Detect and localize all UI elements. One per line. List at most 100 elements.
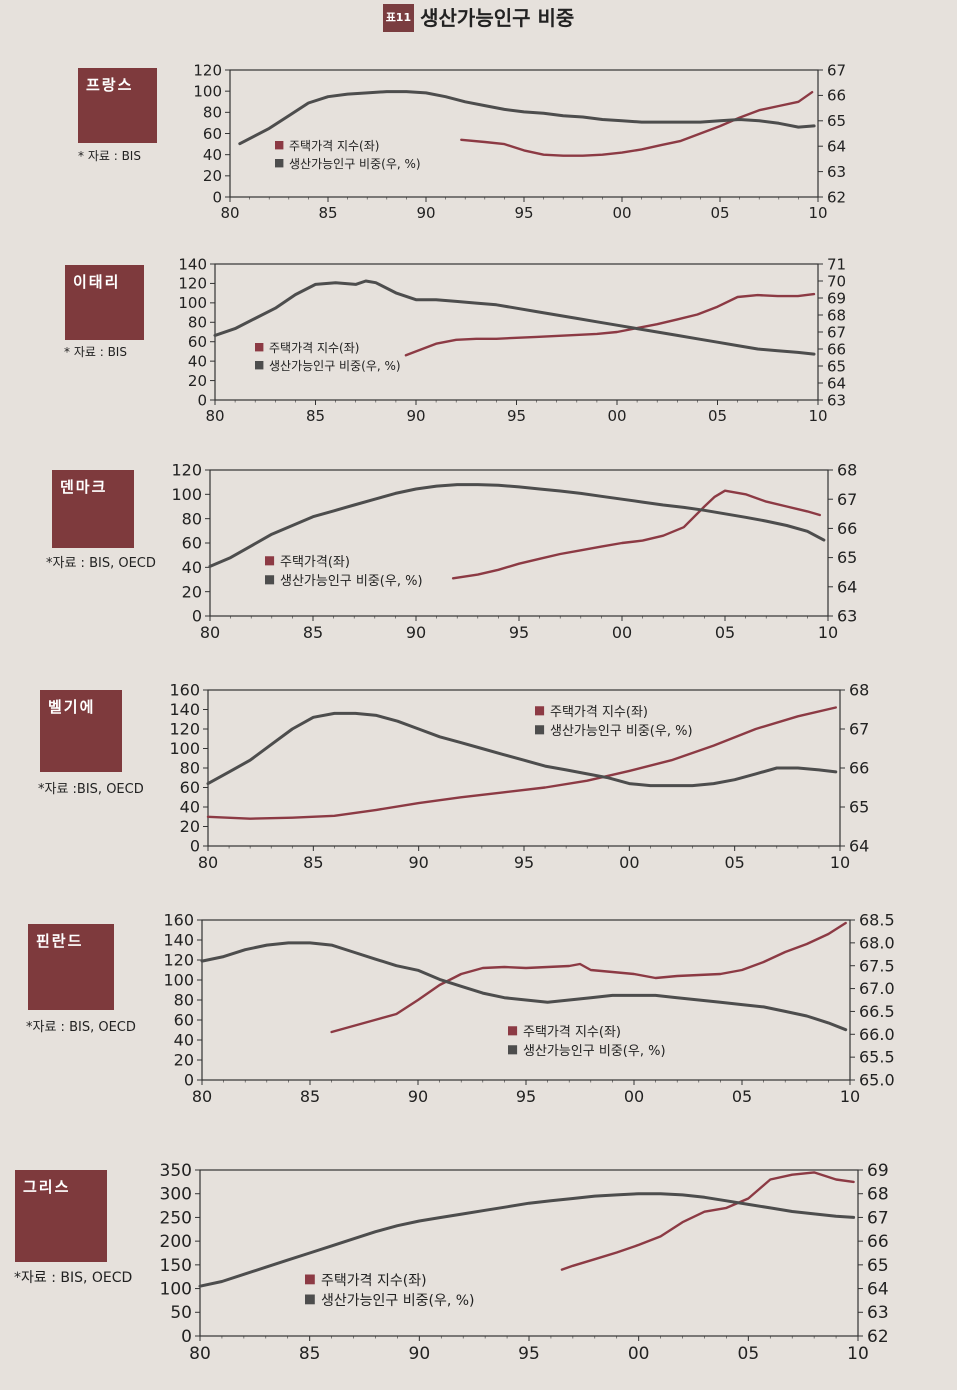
y-left-tick-label: 100 [178,294,207,312]
legend-swatch [535,725,545,735]
y-left-tick-label: 20 [188,372,207,390]
y-right-tick-label: 67 [867,1208,889,1228]
y-left-tick-label: 100 [171,485,202,504]
house-price-line [460,90,814,157]
x-tick-label: 90 [408,853,428,872]
x-tick-label: 05 [732,1087,752,1106]
x-tick-label: 05 [708,407,727,425]
y-left-tick-label: 50 [170,1303,192,1323]
y-left-tick-label: 0 [190,837,200,856]
x-tick-label: 00 [628,1344,650,1364]
legend-label: 주택가격 지수(좌) [550,705,648,720]
x-tick-label: 00 [607,407,626,425]
y-left-tick-label: 100 [193,82,222,100]
y-left-tick-label: 60 [174,1011,194,1030]
y-left-tick-label: 120 [163,951,194,970]
legend-swatch [275,159,284,168]
x-tick-label: 90 [409,1344,431,1364]
source-note: *자료 : BIS, OECD [26,1020,136,1035]
legend-swatch [305,1274,315,1285]
y-left-tick-label: 0 [212,188,222,206]
y-left-tick-label: 100 [163,971,194,990]
y-right-tick-label: 67 [849,720,869,739]
legend-swatch [535,706,545,716]
country-label: 이태리 [73,273,121,291]
x-tick-label: 95 [509,623,529,642]
x-tick-label: 80 [189,1344,211,1364]
y-right-tick-label: 63 [827,163,846,181]
y-right-tick-label: 65 [867,1256,889,1276]
y-right-tick-label: 66 [837,519,857,538]
x-tick-label: 80 [192,1087,212,1106]
legend-label: 생산가능인구 비중(우, %) [321,1293,475,1309]
x-tick-label: 10 [818,623,838,642]
source-note: *자료 :BIS, OECD [38,782,144,797]
y-right-tick-label: 62 [867,1327,889,1347]
country-box-belgium: 벨기에 [40,690,122,772]
x-tick-label: 10 [808,204,827,222]
legend-label: 생산가능인구 비중(우, %) [280,574,423,589]
y-left-tick-label: 80 [203,104,222,122]
y-left-tick-label: 60 [180,778,200,797]
x-tick-label: 90 [406,407,425,425]
y-left-tick-label: 140 [163,931,194,950]
y-left-tick-label: 20 [180,817,200,836]
y-right-tick-label: 67 [837,490,857,509]
country-box-denmark: 덴마크 [52,470,134,548]
legend-label: 주택가격 지수(좌) [269,341,359,355]
source-note: *자료 : BIS, OECD [14,1270,133,1286]
y-left-tick-label: 40 [203,146,222,164]
y-right-tick-label: 67 [827,323,846,341]
x-tick-label: 95 [507,407,526,425]
legend-swatch [265,575,275,585]
country-label: 프랑스 [86,76,134,94]
y-left-tick-label: 200 [160,1232,192,1252]
x-tick-label: 95 [514,204,533,222]
y-left-tick-label: 120 [169,720,200,739]
working-age-pop-line [213,279,816,356]
legend-swatch [255,343,264,352]
legend-swatch [508,1026,518,1036]
y-left-tick-label: 80 [182,509,202,528]
x-tick-label: 95 [514,853,534,872]
y-left-tick-label: 60 [182,534,202,553]
y-left-tick-label: 100 [160,1280,192,1300]
country-box-greece: 그리스 [15,1170,107,1262]
legend-swatch [255,361,264,370]
y-right-tick-label: 64 [827,137,846,155]
legend-label: 주택가격 지수(좌) [523,1025,621,1040]
y-left-tick-label: 160 [163,911,194,930]
y-right-tick-label: 70 [827,272,846,290]
y-right-tick-label: 68 [849,681,869,700]
y-left-tick-label: 0 [181,1327,192,1347]
x-tick-label: 90 [416,204,435,222]
x-tick-label: 00 [612,623,632,642]
y-right-tick-label: 63 [827,391,846,409]
y-left-tick-label: 150 [160,1256,192,1276]
y-left-tick-label: 300 [160,1185,192,1205]
x-tick-label: 90 [406,623,426,642]
y-right-tick-label: 68.0 [859,933,895,952]
y-right-tick-label: 65 [827,112,846,130]
y-left-tick-label: 140 [169,700,200,719]
x-tick-label: 05 [724,853,744,872]
working-age-pop-line [198,1192,856,1288]
x-tick-label: 95 [516,1087,536,1106]
country-label: 벨기에 [48,698,96,716]
y-right-tick-label: 66.5 [859,1002,895,1021]
x-tick-label: 05 [710,204,729,222]
plot-frame [207,689,841,847]
x-tick-label: 80 [200,623,220,642]
y-left-tick-label: 80 [174,991,194,1010]
y-left-tick-label: 160 [169,681,200,700]
legend-label: 주택가격(좌) [280,555,350,570]
y-left-tick-label: 140 [178,255,207,273]
plot-frame [229,69,819,198]
source-note: * 자료 : BIS [78,149,141,163]
y-right-tick-label: 64 [849,837,869,856]
country-label: 핀란드 [36,932,84,950]
legend-label: 생산가능인구 비중(우, %) [269,359,401,373]
plot-frame [214,263,819,401]
title-badge: 표11 [382,4,415,32]
